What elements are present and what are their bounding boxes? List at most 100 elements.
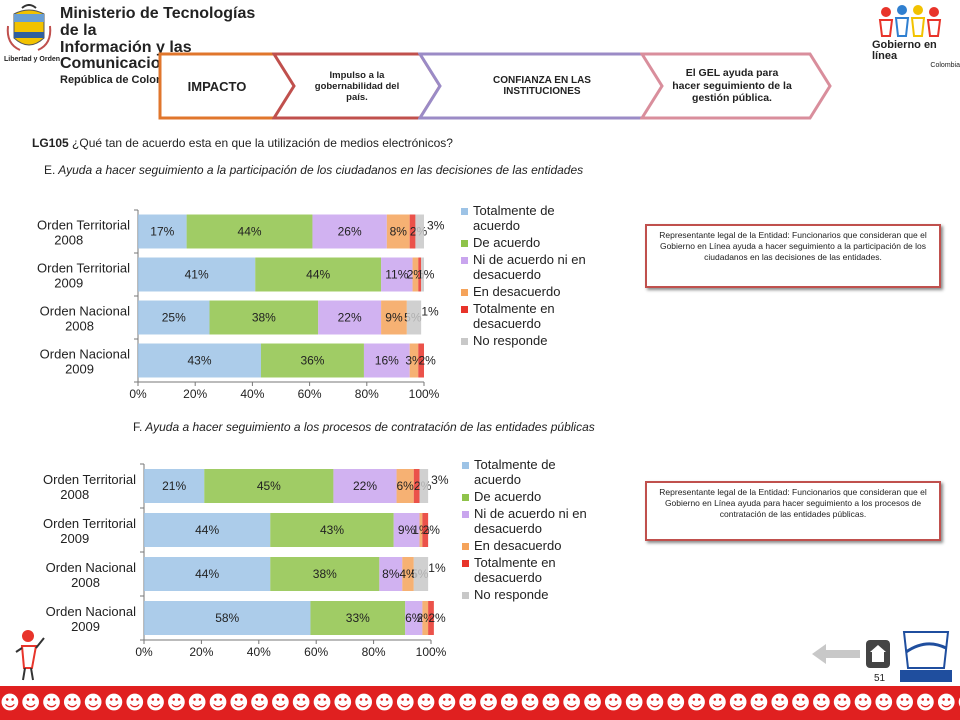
data-label: 11% <box>385 268 408 282</box>
data-label: 38% <box>313 567 337 581</box>
question-code: LG105 <box>32 136 69 150</box>
legend-label: desacuerdo <box>474 570 542 585</box>
legend-label: De acuerdo <box>473 235 540 250</box>
home-icon[interactable] <box>866 640 890 668</box>
data-label: 2% <box>428 611 446 625</box>
gel-logo-text: Gobierno en línea Colombia <box>872 40 960 70</box>
data-label: 2% <box>417 611 435 625</box>
x-tick-label: 20% <box>189 645 213 659</box>
bar-segment <box>144 601 311 635</box>
bar-segment <box>318 300 382 335</box>
bar-segment <box>138 300 210 335</box>
bar-segment <box>421 257 424 292</box>
legend-label: Totalmente en <box>473 301 555 316</box>
person-figure-icon <box>15 630 45 681</box>
category-label: Orden Nacional <box>46 560 136 575</box>
category-label: Orden Territorial <box>37 261 130 276</box>
bar-segment <box>422 513 429 547</box>
data-label: 6% <box>396 479 414 493</box>
data-label: 36% <box>300 354 324 368</box>
legend-swatch <box>462 511 469 518</box>
chevron-impacto: IMPACTO <box>158 52 298 120</box>
bar-segment <box>363 343 410 378</box>
legend-label: De acuerdo <box>474 489 541 504</box>
back-arrow-icon[interactable] <box>812 644 860 664</box>
data-label: 38% <box>252 311 276 325</box>
bar-segment <box>310 601 406 635</box>
page-number: 51 <box>874 673 886 684</box>
bar-segment <box>379 557 403 591</box>
x-tick-label: 0% <box>135 645 153 659</box>
legend-swatch <box>461 208 468 215</box>
note-e: Representante legal de la Entidad: Funci… <box>645 224 941 288</box>
bar-segment <box>418 343 424 378</box>
x-tick-label: 20% <box>183 387 207 401</box>
legend-label: No responde <box>473 333 547 348</box>
bar-segment <box>415 214 424 249</box>
legend-label: En desacuerdo <box>474 538 561 553</box>
legend-label: No responde <box>474 587 548 602</box>
motto: Libertad y Orden <box>4 56 61 63</box>
data-label: 2% <box>423 523 441 537</box>
legend-label: Ni de acuerdo ni en <box>473 252 586 267</box>
data-label: 1% <box>417 268 435 282</box>
data-label: 9% <box>398 523 416 537</box>
category-label: Orden Nacional <box>46 604 136 619</box>
legend-swatch <box>461 338 468 345</box>
data-label: 21% <box>162 479 186 493</box>
data-label: 1% <box>428 561 446 575</box>
bar-segment <box>144 469 205 503</box>
category-label: 2009 <box>71 619 100 634</box>
category-label: 2008 <box>54 233 83 248</box>
gobierno-en-linea-logo <box>878 5 942 37</box>
bar-segment <box>186 214 313 249</box>
data-label: 44% <box>306 268 330 282</box>
category-label: 2008 <box>60 487 89 502</box>
data-label: 45% <box>257 479 281 493</box>
data-label: 2% <box>407 268 425 282</box>
ministry-line-3: República de Colombia <box>60 74 182 87</box>
data-label: 4% <box>399 567 417 581</box>
legend-swatch <box>461 289 468 296</box>
bar-segment <box>138 257 256 292</box>
legend-label: desacuerdo <box>474 521 542 536</box>
data-label: 26% <box>338 225 362 239</box>
bar-segment <box>409 343 419 378</box>
data-label: 1% <box>421 305 439 319</box>
x-tick-label: 80% <box>355 387 379 401</box>
legend-swatch <box>461 257 468 264</box>
bar-segment <box>428 601 434 635</box>
gel-country: Colombia <box>930 62 960 69</box>
section-f-letter: F. <box>133 420 143 434</box>
bar-segment <box>396 469 414 503</box>
bar-segment <box>255 257 382 292</box>
legend-label: Totalmente de <box>473 203 555 218</box>
bar-segment <box>381 257 413 292</box>
legend-label: Ni de acuerdo ni en <box>474 506 587 521</box>
bar-segment <box>409 214 416 249</box>
bar-segment <box>270 513 394 547</box>
data-label: 3% <box>405 354 423 368</box>
data-label: 9% <box>385 311 403 325</box>
ministry-line-1: Ministerio de Tecnologías de la <box>60 5 256 39</box>
category-label: 2009 <box>54 276 83 291</box>
bar-segment <box>405 601 423 635</box>
section-e-text: Ayuda a hacer seguimiento a la participa… <box>58 163 584 177</box>
bar-segment <box>144 513 271 547</box>
chevron-confianza-label: CONFIANZA EN LAS INSTITUCIONES <box>493 75 591 97</box>
bar-segment <box>138 343 261 378</box>
data-label: 44% <box>238 225 262 239</box>
colombia-coat-of-arms-icon <box>6 4 52 51</box>
legend-swatch <box>461 306 468 313</box>
section-f-title: F. Ayuda a hacer seguimiento a los proce… <box>133 420 595 434</box>
chevron-gobernabilidad-label: Impulso a la gobernabilidad del país. <box>314 69 400 103</box>
legend-swatch <box>462 592 469 599</box>
legend-label: acuerdo <box>474 472 521 487</box>
data-label: 41% <box>185 268 209 282</box>
legend-label: En desacuerdo <box>473 284 560 299</box>
bar-segment <box>402 557 414 591</box>
bar-segment <box>138 214 187 249</box>
data-label: 44% <box>195 567 219 581</box>
bar-segment <box>209 300 319 335</box>
legend-label: desacuerdo <box>473 316 541 331</box>
